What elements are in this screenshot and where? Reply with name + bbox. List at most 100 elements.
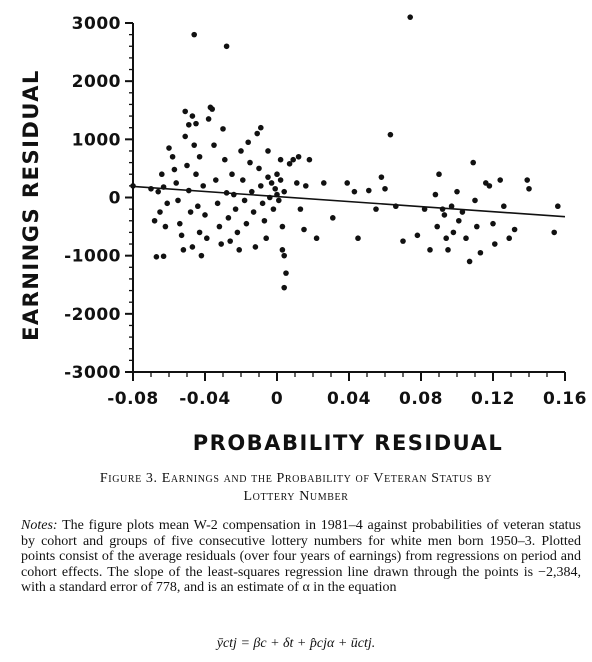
data-point [200,183,206,189]
x-tick-label: 0.04 [327,389,371,409]
data-point [265,148,271,154]
data-point [175,197,181,204]
data-point [450,229,457,236]
data-point [153,254,160,260]
data-point [189,113,196,119]
y-tick-label: -1000 [64,247,121,267]
data-point [270,206,277,212]
data-point [432,191,439,198]
data-point [166,145,172,151]
x-tick-label: 0.12 [471,389,515,409]
data-point [218,241,224,247]
data-point [295,153,302,160]
data-point [261,217,268,224]
data-point [223,190,230,196]
data-point [243,220,250,227]
scatter-plot: 3000 2000 1000 0 -1000 -2000 -3000 -0.08 -0.04 0 0… [19,14,587,455]
data-point [259,200,266,207]
data-point [247,159,253,166]
y-tick-label: 2000 [72,72,121,92]
data-points [130,14,561,291]
data-point [407,14,414,20]
data-point [249,188,255,195]
data-point [184,162,190,169]
x-tick-label: -0.08 [107,389,159,409]
data-point [195,203,201,210]
data-point [160,184,167,190]
data-point [400,238,406,244]
data-point [171,166,178,173]
data-point [274,191,280,198]
x-tick-label: 0.08 [399,389,443,409]
data-point [477,249,484,256]
data-point [160,253,167,260]
data-point [286,160,293,167]
data-point [551,229,557,236]
data-point [213,177,219,183]
data-point [294,180,300,186]
data-point [159,171,165,178]
data-point [265,174,271,180]
data-point [252,244,259,250]
data-point [182,133,188,140]
data-point [427,247,433,253]
axes: 3000 2000 1000 0 -1000 -2000 -3000 -0.08 -0.04 0 0… [64,14,587,409]
data-point [393,203,399,210]
y-tick-label: -2000 [64,305,121,325]
data-point [279,247,286,253]
data-point [254,130,260,137]
x-axis-label: PROBABILITY RESIDUAL [193,431,503,455]
figure-title-line2: Lottery Number [243,489,349,504]
data-point [227,238,233,244]
figure-title-line1: Figure 3. Earnings and the Probability o… [99,471,493,486]
data-point [303,183,309,189]
data-point [130,183,136,189]
data-point [272,185,279,192]
data-point [434,223,441,230]
data-point [439,206,446,212]
data-point [421,206,428,212]
data-point [486,183,493,189]
x-tick-label: 0.16 [543,389,587,409]
data-point [281,284,288,291]
data-point [501,203,507,210]
data-point [267,194,273,201]
data-point [382,185,388,192]
data-point [274,171,280,178]
data-point [151,217,158,224]
data-point [492,241,498,247]
data-point [155,188,161,195]
data-point [245,139,251,146]
data-point [236,247,242,253]
data-point [436,171,442,178]
data-point [198,252,205,259]
data-point [229,171,235,178]
data-point [279,223,286,230]
data-point [256,165,262,172]
data-point [258,183,264,189]
data-point [232,206,239,212]
data-point [182,108,188,115]
regression-line [132,185,566,218]
data-point [277,156,284,163]
data-point [211,142,217,148]
data-point [276,197,282,204]
data-point [454,188,460,195]
data-point [524,177,530,183]
data-point [463,235,469,242]
data-point [216,223,223,230]
y-tick-label: 3000 [72,14,121,34]
data-point [196,229,203,236]
data-point [186,121,192,128]
regression-equation: ȳctj = βc + δt + p̂cjα + ūctj. [216,636,376,651]
data-point [186,187,192,194]
data-point [281,252,288,259]
data-point [177,220,183,227]
data-point [209,106,215,112]
data-point [169,153,176,160]
data-point [173,180,179,186]
data-point [313,235,320,242]
data-point [189,244,196,250]
data-point [366,187,372,194]
data-point [162,223,169,230]
